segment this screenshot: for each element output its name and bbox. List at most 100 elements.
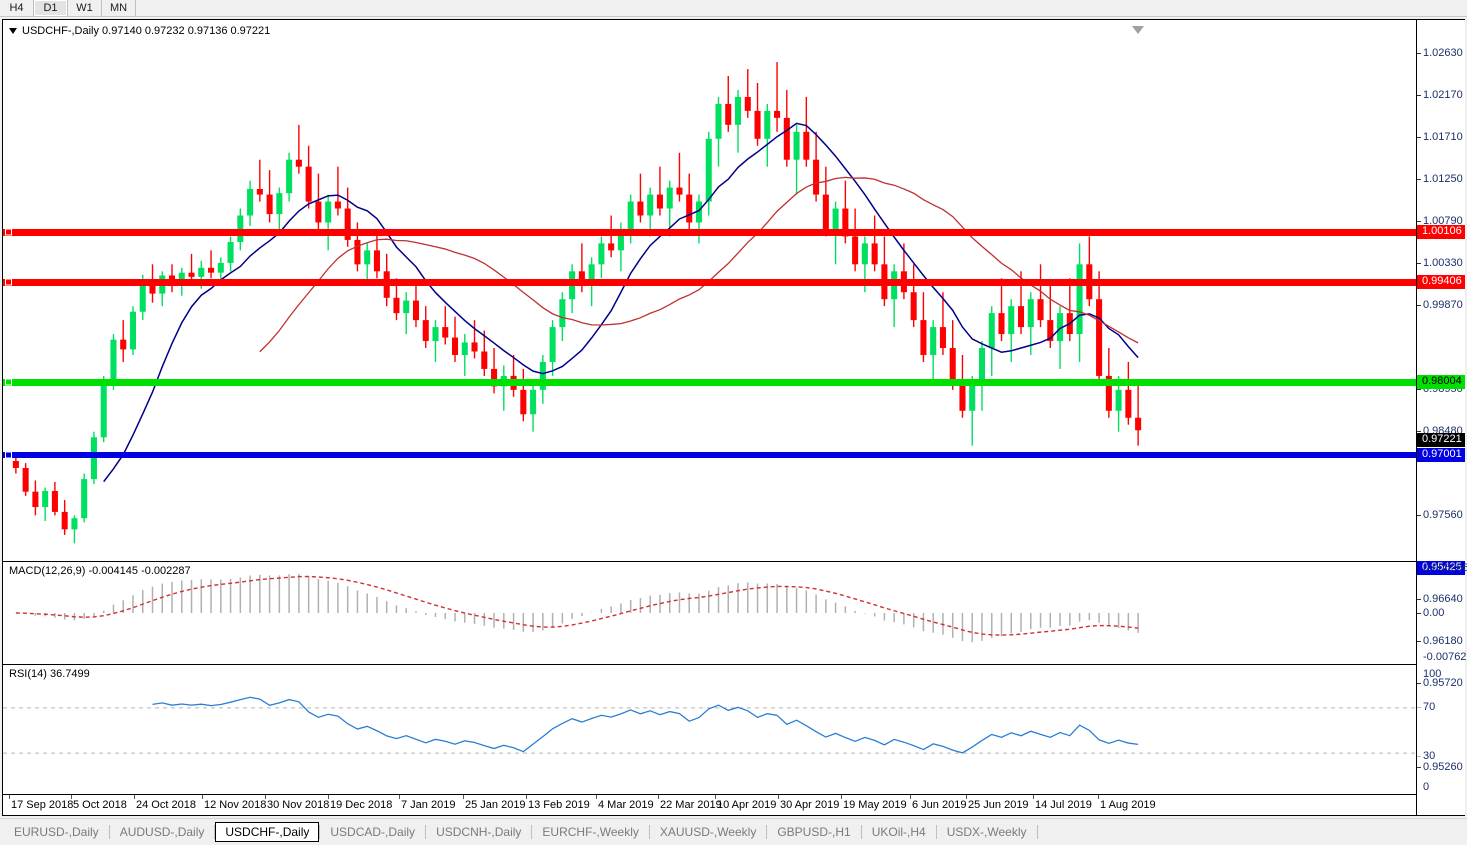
time-axis-label: 24 Oct 2018 xyxy=(136,799,196,811)
time-tick xyxy=(658,795,659,799)
level-line-support-2[interactable] xyxy=(3,452,1416,458)
level-handle-support-2[interactable] xyxy=(5,451,12,459)
level-badge-support-1[interactable]: 0.98004 xyxy=(1417,375,1465,389)
price-tick xyxy=(1417,221,1421,222)
period-tab-w1[interactable]: W1 xyxy=(68,0,102,16)
time-axis-label: 25 Jan 2019 xyxy=(465,799,526,811)
symbol-tab-eurusd--daily[interactable]: EURUSD-,Daily xyxy=(14,825,99,839)
time-axis-label: 12 Nov 2018 xyxy=(204,799,267,811)
level-badge-resistance-2[interactable]: 0.99406 xyxy=(1417,275,1465,289)
price-pane[interactable]: USDCHF-,Daily 0.97140 0.97232 0.97136 0.… xyxy=(3,20,1416,561)
price-tick-label: 1.02630 xyxy=(1423,47,1463,59)
period-toolbar: H4 D1 W1 MN xyxy=(0,0,1467,17)
triangle-down-icon[interactable] xyxy=(9,28,17,34)
macd-tick-label: 0.006286 xyxy=(1423,562,1467,574)
rsi-tick-label: 100 xyxy=(1423,668,1442,680)
price-scale[interactable]: 1.02630 1.02170 1.01710 1.01250 1.00790 1.003… xyxy=(1417,20,1467,815)
symbol-tab-divider xyxy=(531,825,533,839)
symbol-tab-bar: EURUSD-,Daily AUDUSD-,Daily USDCHF-,Daily U… xyxy=(0,818,1467,845)
time-tick xyxy=(841,795,842,799)
macd-tick-label: 0.00 xyxy=(1423,607,1445,619)
price-tick xyxy=(1417,263,1421,264)
time-axis-label: 22 Mar 2019 xyxy=(660,799,722,811)
level-handle-resistance-2[interactable] xyxy=(5,278,12,286)
period-tab-d1[interactable]: D1 xyxy=(34,0,68,16)
time-tick xyxy=(1098,795,1099,799)
rsi-label: RSI(14) 36.7499 xyxy=(9,668,90,680)
price-tick xyxy=(1417,53,1421,54)
symbol-tab-usdchf--daily[interactable]: USDCHF-,Daily xyxy=(215,822,320,842)
time-tick xyxy=(715,795,716,799)
symbol-tab-usdcnh--daily[interactable]: USDCNH-,Daily xyxy=(436,825,522,839)
level-badge-resistance-1[interactable]: 1.00106 xyxy=(1417,225,1465,239)
time-tick xyxy=(526,795,527,799)
time-tick xyxy=(966,795,967,799)
time-axis-label: 30 Nov 2018 xyxy=(267,799,330,811)
symbol-tab-divider xyxy=(319,825,321,839)
price-tick-label: 1.01710 xyxy=(1423,131,1463,143)
time-axis-label: 14 Jul 2019 xyxy=(1035,799,1092,811)
price-tick-label: 0.95260 xyxy=(1423,761,1463,773)
level-line-support-1[interactable] xyxy=(3,378,1416,386)
price-tick-label: 0.99870 xyxy=(1423,299,1463,311)
level-handle-support-1[interactable] xyxy=(5,378,12,386)
symbol-tab-gbpusd--h1[interactable]: GBPUSD-,H1 xyxy=(777,825,851,839)
time-tick xyxy=(1033,795,1034,799)
time-axis-label: 10 Apr 2019 xyxy=(717,799,777,811)
level-handle-resistance-1[interactable] xyxy=(5,228,12,236)
price-tick-label: 0.95720 xyxy=(1423,677,1463,689)
time-tick xyxy=(399,795,400,799)
level-line-resistance-1[interactable] xyxy=(3,228,1416,236)
macd-label: MACD(12,26,9) -0.004145 -0.002287 xyxy=(9,565,191,577)
symbol-tab-eurchf--weekly[interactable]: EURCHF-,Weekly xyxy=(542,825,639,839)
price-tick xyxy=(1417,767,1421,768)
price-tick xyxy=(1417,683,1421,684)
price-tick-label: 0.96180 xyxy=(1423,635,1463,647)
price-tick xyxy=(1417,389,1421,390)
time-tick xyxy=(328,795,329,799)
price-tick xyxy=(1417,641,1421,642)
level-badge-support-3[interactable]: 0.95425 xyxy=(1417,561,1465,575)
time-axis-label: 5 Oct 2018 xyxy=(73,799,127,811)
level-badge-support-2[interactable]: 0.97001 xyxy=(1417,448,1465,462)
level-line-resistance-2[interactable] xyxy=(3,278,1416,286)
rsi-tick-label: 0 xyxy=(1423,781,1430,793)
rsi-pane[interactable]: RSI(14) 36.7499 xyxy=(3,665,1416,793)
toolbar-spacer xyxy=(136,0,1467,16)
time-axis-label: 13 Feb 2019 xyxy=(528,799,590,811)
symbol-tab-ukoil--h4[interactable]: UKOil-,H4 xyxy=(871,825,926,839)
price-tick-label: 0.96640 xyxy=(1423,593,1463,605)
price-tick-label: 1.00330 xyxy=(1423,257,1463,269)
symbol-tab-audusd--daily[interactable]: AUDUSD-,Daily xyxy=(119,825,205,839)
chart-title-text: USDCHF-,Daily 0.97140 0.97232 0.97136 0.… xyxy=(22,25,271,37)
price-tick xyxy=(1417,599,1421,600)
symbol-tab-divider xyxy=(1036,825,1038,839)
time-axis-label: 19 May 2019 xyxy=(843,799,907,811)
time-tick xyxy=(134,795,135,799)
symbol-tab-divider xyxy=(214,825,216,839)
price-tick-label: 1.02170 xyxy=(1423,89,1463,101)
symbol-tab-usdx--weekly[interactable]: USDX-,Weekly xyxy=(946,825,1027,839)
period-tab-mn[interactable]: MN xyxy=(102,0,136,16)
price-tick xyxy=(1417,431,1421,432)
period-tab-h4[interactable]: H4 xyxy=(0,0,34,16)
time-axis-label: 30 Apr 2019 xyxy=(780,799,840,811)
time-axis: 17 Sep 2018 5 Oct 2018 24 Oct 2018 12 Nov 2… xyxy=(3,794,1416,815)
time-tick xyxy=(71,795,72,799)
symbol-tab-divider xyxy=(935,825,937,839)
time-axis-label: 7 Jan 2019 xyxy=(401,799,456,811)
price-tick xyxy=(1417,305,1421,306)
time-axis-label: 4 Mar 2019 xyxy=(598,799,654,811)
symbol-tab-divider xyxy=(648,825,650,839)
time-axis-label: 17 Sep 2018 xyxy=(11,799,74,811)
symbol-tab-usdcad--daily[interactable]: USDCAD-,Daily xyxy=(330,825,416,839)
macd-pane[interactable]: MACD(12,26,9) -0.004145 -0.002287 xyxy=(3,562,1416,664)
time-axis-label: 1 Aug 2019 xyxy=(1100,799,1156,811)
scale-separator xyxy=(1416,20,1417,815)
symbol-tab-divider xyxy=(108,825,110,839)
time-tick xyxy=(910,795,911,799)
pane-separator-rsi xyxy=(3,664,1416,665)
time-axis-label: 19 Dec 2018 xyxy=(330,799,393,811)
symbol-tab-xauusd--weekly[interactable]: XAUUSD-,Weekly xyxy=(659,825,757,839)
